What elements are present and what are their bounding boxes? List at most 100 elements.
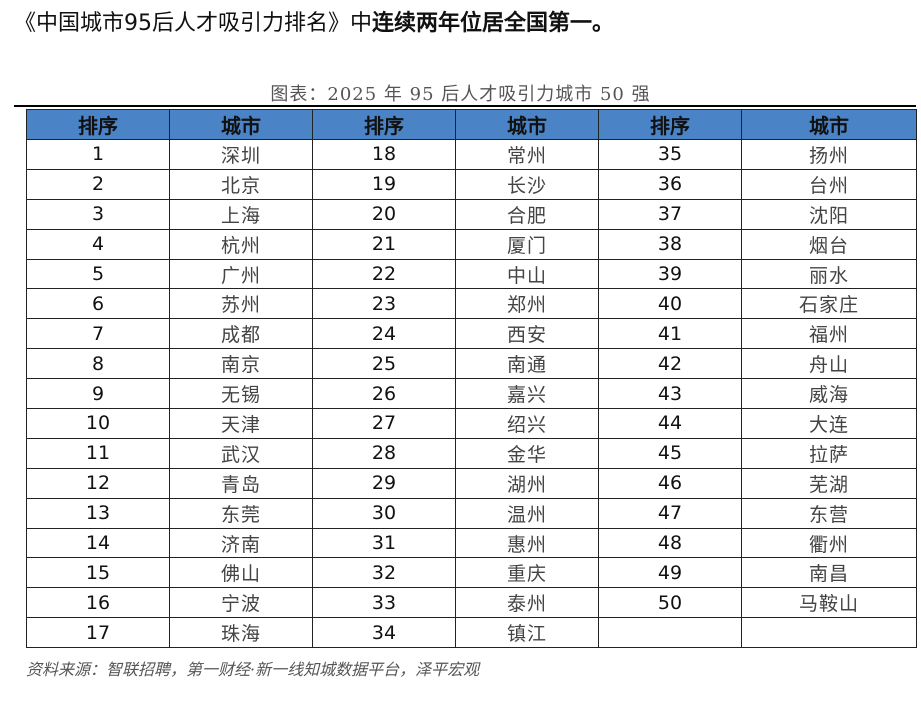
rank-cell: 34 xyxy=(312,617,456,649)
rank-cell: 3 xyxy=(26,198,170,230)
rank-cell: 30 xyxy=(312,497,456,529)
city-cell: 大连 xyxy=(741,408,917,439)
rank-cell: 20 xyxy=(312,198,456,230)
source-note: 资料来源：智联招聘，第一财经·新一线知城数据平台，泽平宏观 xyxy=(26,660,480,679)
city-cell: 福州 xyxy=(741,318,917,350)
rank-cell: 25 xyxy=(312,348,456,380)
rank-cell: 14 xyxy=(26,527,170,559)
city-cell: 南昌 xyxy=(741,557,917,589)
city-cell: 威海 xyxy=(741,378,917,410)
rank-cell: 6 xyxy=(26,288,170,320)
rank-cell: 37 xyxy=(598,198,742,230)
rank-cell: 39 xyxy=(598,258,742,290)
city-cell: 长沙 xyxy=(455,168,599,200)
city-cell: 杭州 xyxy=(169,228,313,260)
rank-cell: 22 xyxy=(312,258,456,290)
header-rank-col-1: 排序 xyxy=(26,109,170,140)
city-cell: 沈阳 xyxy=(741,198,917,230)
rank-cell: 49 xyxy=(598,557,742,589)
city-cell: 苏州 xyxy=(169,288,313,320)
rank-cell: 24 xyxy=(312,318,456,350)
table-row: 14 济南 31 惠州 48 衢州 xyxy=(26,527,917,559)
table-caption: 图表：2025 年 95 后人才吸引力城市 50 强 xyxy=(270,84,651,105)
city-cell: 嘉兴 xyxy=(455,378,599,410)
rank-cell: 2 xyxy=(26,168,170,200)
city-cell: 南京 xyxy=(169,348,313,380)
headline-emphasis: 连续两年位居全国第一。 xyxy=(372,11,615,36)
table-row: 2 北京 19 长沙 36 台州 xyxy=(26,168,917,200)
table-row: 4 杭州 21 厦门 38 烟台 xyxy=(26,228,917,260)
rank-cell: 5 xyxy=(26,258,170,290)
city-cell: 马鞍山 xyxy=(741,587,917,619)
rank-cell: 12 xyxy=(26,467,170,499)
city-cell: 天津 xyxy=(169,408,313,439)
city-cell: 北京 xyxy=(169,168,313,200)
city-cell: 金华 xyxy=(455,437,599,469)
header-city-col-2: 城市 xyxy=(455,109,599,140)
city-cell: 拉萨 xyxy=(741,437,917,469)
rank-cell: 27 xyxy=(312,408,456,439)
city-cell: 惠州 xyxy=(455,527,599,559)
table-row: 3 上海 20 合肥 37 沈阳 xyxy=(26,198,917,230)
rank-cell: 31 xyxy=(312,527,456,559)
table-header: 排序 城市 排序 城市 排序 城市 xyxy=(26,109,917,140)
header-city-col-3: 城市 xyxy=(741,109,917,140)
rank-cell: 28 xyxy=(312,437,456,469)
table-row: 15 佛山 32 重庆 49 南昌 xyxy=(26,557,917,589)
rank-cell: 42 xyxy=(598,348,742,380)
rank-cell: 26 xyxy=(312,378,456,410)
city-cell: 郑州 xyxy=(455,288,599,320)
city-cell: 常州 xyxy=(455,139,599,170)
table-row: 12 青岛 29 湖州 46 芜湖 xyxy=(26,467,917,499)
rank-cell: 48 xyxy=(598,527,742,559)
rank-cell: 17 xyxy=(26,617,170,649)
city-cell: 泰州 xyxy=(455,587,599,619)
city-cell: 西安 xyxy=(455,318,599,350)
table-row: 8 南京 25 南通 42 舟山 xyxy=(26,348,917,380)
rank-cell: 47 xyxy=(598,497,742,529)
rank-cell: 40 xyxy=(598,288,742,320)
table-top-rule xyxy=(14,105,916,107)
rank-cell: 19 xyxy=(312,168,456,200)
city-cell: 绍兴 xyxy=(455,408,599,439)
city-cell: 舟山 xyxy=(741,348,917,380)
rank-cell: 46 xyxy=(598,467,742,499)
table-row: 13 东莞 30 温州 47 东营 xyxy=(26,497,917,529)
city-cell: 石家庄 xyxy=(741,288,917,320)
city-cell: 衢州 xyxy=(741,527,917,559)
header-rank-col-2: 排序 xyxy=(312,109,456,140)
rank-cell: 36 xyxy=(598,168,742,200)
city-cell: 无锡 xyxy=(169,378,313,410)
city-cell: 重庆 xyxy=(455,557,599,589)
rank-cell: 23 xyxy=(312,288,456,320)
city-cell: 青岛 xyxy=(169,467,313,499)
city-cell: 温州 xyxy=(455,497,599,529)
city-cell: 台州 xyxy=(741,168,917,200)
city-cell: 佛山 xyxy=(169,557,313,589)
headline-prefix: 《中国城市95后人才吸引力排名》中 xyxy=(14,11,372,36)
city-cell: 芜湖 xyxy=(741,467,917,499)
table-row: 6 苏州 23 郑州 40 石家庄 xyxy=(26,288,917,320)
city-cell: 武汉 xyxy=(169,437,313,469)
rank-cell xyxy=(598,617,742,649)
table-row: 7 成都 24 西安 41 福州 xyxy=(26,318,917,350)
rank-cell: 50 xyxy=(598,587,742,619)
city-cell: 济南 xyxy=(169,527,313,559)
rank-cell: 8 xyxy=(26,348,170,380)
rank-cell: 15 xyxy=(26,557,170,589)
table-row: 5 广州 22 中山 39 丽水 xyxy=(26,258,917,290)
city-cell: 镇江 xyxy=(455,617,599,649)
city-cell: 宁波 xyxy=(169,587,313,619)
rank-cell: 32 xyxy=(312,557,456,589)
table-row: 17 珠海 34 镇江 xyxy=(26,617,917,649)
header-row: 排序 城市 排序 城市 排序 城市 xyxy=(26,109,917,140)
city-cell: 珠海 xyxy=(169,617,313,649)
rank-cell: 45 xyxy=(598,437,742,469)
rank-cell: 18 xyxy=(312,139,456,170)
city-cell: 厦门 xyxy=(455,228,599,260)
city-cell: 中山 xyxy=(455,258,599,290)
rank-cell: 35 xyxy=(598,139,742,170)
rank-cell: 29 xyxy=(312,467,456,499)
ranking-table: 排序 城市 排序 城市 排序 城市 1 深圳 18 常州 35 扬州 2 北京 19 长沙 36 台州… xyxy=(26,109,917,649)
rank-cell: 43 xyxy=(598,378,742,410)
